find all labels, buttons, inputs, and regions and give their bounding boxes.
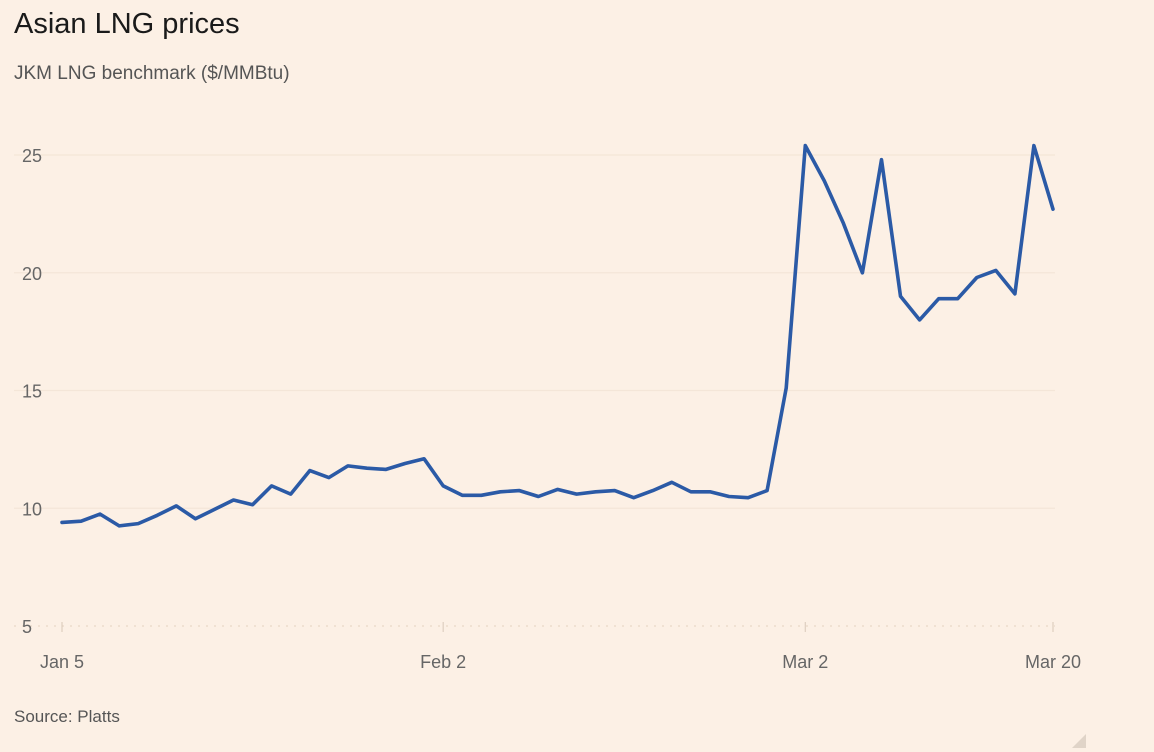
resize-corner-icon bbox=[1072, 734, 1086, 748]
x-tick-label: Mar 2 bbox=[782, 652, 828, 672]
y-tick-label: 10 bbox=[22, 499, 42, 519]
y-axis-labels: 5 10 15 20 25 bbox=[22, 146, 42, 637]
y-tick-label: 5 bbox=[22, 617, 32, 637]
y-tick-label: 15 bbox=[22, 382, 42, 402]
x-tick-label: Mar 20 bbox=[1025, 652, 1081, 672]
x-tick-label: Feb 2 bbox=[420, 652, 466, 672]
series-layer bbox=[60, 143, 1055, 528]
source-note: Source: Platts bbox=[14, 707, 120, 726]
y-tick-label: 25 bbox=[22, 146, 42, 166]
chart-subtitle: JKM LNG benchmark ($/MMBtu) bbox=[14, 63, 290, 84]
x-tick-label: Jan 5 bbox=[40, 652, 84, 672]
x-axis-labels: Jan 5 Feb 2 Mar 2 Mar 20 bbox=[40, 622, 1081, 672]
y-tick-label: 20 bbox=[22, 264, 42, 284]
grid-layer bbox=[14, 154, 1055, 627]
series-line-jkm bbox=[60, 143, 1055, 528]
chart-title: Asian LNG prices bbox=[14, 8, 240, 40]
